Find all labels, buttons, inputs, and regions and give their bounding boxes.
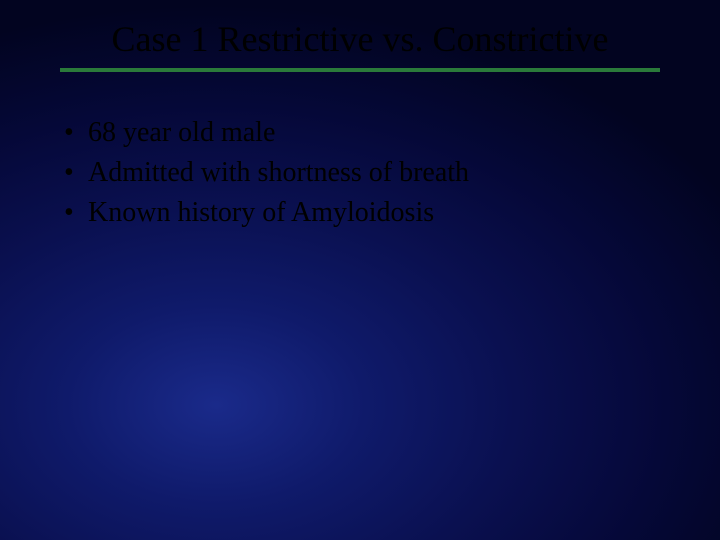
bullet-item: Known history of Amyloidosis <box>60 194 672 232</box>
slide-container: Case 1 Restrictive vs. Constrictive 68 y… <box>0 0 720 540</box>
bullet-item: 68 year old male <box>60 114 672 152</box>
bullet-item: Admitted with shortness of breath <box>60 154 672 192</box>
bullet-list: 68 year old male Admitted with shortness… <box>48 114 672 231</box>
title-divider <box>60 68 660 72</box>
slide-title: Case 1 Restrictive vs. Constrictive <box>48 18 672 60</box>
